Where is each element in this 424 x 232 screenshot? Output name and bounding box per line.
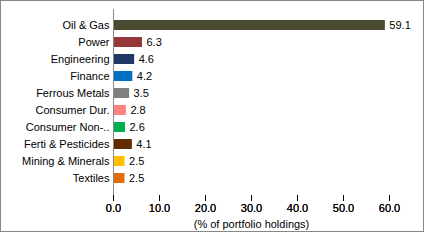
svg-text:Finance: Finance [70, 70, 109, 82]
svg-text:2.6: 2.6 [129, 121, 144, 133]
svg-text:30.0: 30.0 [241, 202, 262, 214]
svg-text:Ferrous Metals: Ferrous Metals [36, 87, 110, 99]
svg-text:2.8: 2.8 [130, 104, 145, 116]
svg-text:Consumer Non-..: Consumer Non-.. [26, 121, 110, 133]
svg-text:Oil & Gas: Oil & Gas [62, 19, 110, 31]
svg-text:4.1: 4.1 [136, 138, 151, 150]
svg-text:20.0: 20.0 [195, 202, 216, 214]
svg-text:10.0: 10.0 [149, 202, 170, 214]
svg-text:Mining & Minerals: Mining & Minerals [22, 155, 110, 167]
svg-text:Textiles: Textiles [73, 172, 110, 184]
svg-text:(% of portfolio holdings): (% of portfolio holdings) [194, 218, 310, 230]
svg-text:Power: Power [78, 36, 110, 48]
svg-text:30.0: 30.0 [241, 202, 262, 214]
svg-text:60.0: 60.0 [379, 202, 400, 214]
svg-text:Ferti & Pesticides: Ferti & Pesticides [24, 138, 110, 150]
svg-text:0.0: 0.0 [106, 202, 121, 214]
svg-text:59.1: 59.1 [389, 19, 410, 31]
svg-text:10.0: 10.0 [149, 202, 170, 214]
svg-text:40.0: 40.0 [287, 202, 308, 214]
svg-text:3.5: 3.5 [134, 87, 149, 99]
svg-text:0.0: 0.0 [106, 202, 121, 214]
svg-text:60.0: 60.0 [379, 202, 400, 214]
svg-text:20.0: 20.0 [195, 202, 216, 214]
svg-text:40.0: 40.0 [287, 202, 308, 214]
svg-text:Consumer Dur.: Consumer Dur. [36, 104, 110, 116]
svg-text:4.2: 4.2 [137, 70, 152, 82]
svg-text:4.6: 4.6 [139, 53, 154, 65]
svg-text:50.0: 50.0 [333, 202, 354, 214]
svg-text:2.5: 2.5 [129, 155, 144, 167]
svg-text:Engineering: Engineering [51, 53, 110, 65]
svg-text:6.3: 6.3 [146, 36, 161, 48]
svg-text:50.0: 50.0 [333, 202, 354, 214]
svg-text:2.5: 2.5 [129, 172, 144, 184]
